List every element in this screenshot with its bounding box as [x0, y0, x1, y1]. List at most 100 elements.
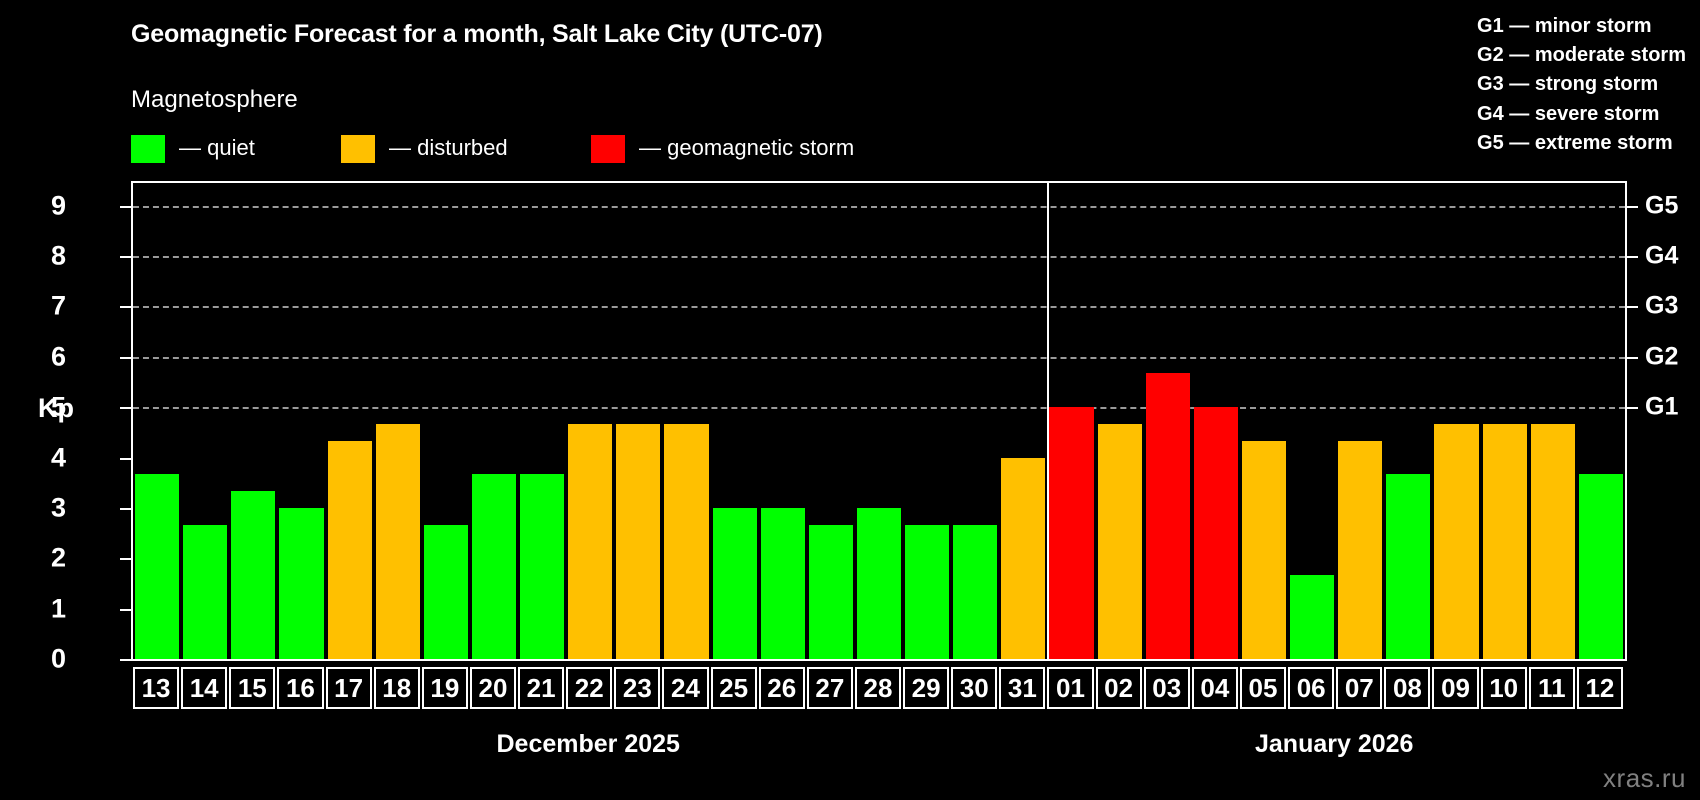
day-label-06[interactable]: 06 — [1288, 667, 1335, 709]
day-label-17[interactable]: 17 — [325, 667, 372, 709]
day-label-29[interactable]: 29 — [903, 667, 950, 709]
gridline — [133, 407, 1625, 410]
y-tick-mark — [120, 558, 131, 561]
bar-06[interactable] — [1290, 574, 1335, 659]
day-label-30[interactable]: 30 — [951, 667, 998, 709]
bar-27[interactable] — [808, 524, 853, 659]
month-separator — [1047, 183, 1050, 659]
legend-item-2: — geomagnetic storm — [591, 135, 854, 165]
legend-label: — quiet — [179, 135, 255, 160]
bar-13[interactable] — [135, 474, 180, 659]
y-tick-mark — [120, 356, 131, 359]
day-label-10[interactable]: 10 — [1480, 667, 1527, 709]
day-label-05[interactable]: 05 — [1239, 667, 1287, 709]
y-tick-label: 8 — [50, 240, 66, 271]
g-tick-mark — [1627, 256, 1638, 259]
y-tick-mark — [120, 457, 131, 460]
day-label-24[interactable]: 24 — [662, 667, 709, 709]
bar-23[interactable] — [616, 423, 661, 659]
day-label-15[interactable]: 15 — [229, 667, 276, 709]
day-label-08[interactable]: 08 — [1384, 667, 1431, 709]
day-label-09[interactable]: 09 — [1432, 667, 1479, 709]
bar-26[interactable] — [760, 507, 805, 659]
bar-15[interactable] — [231, 491, 276, 659]
day-label-21[interactable]: 21 — [518, 667, 565, 709]
y-tick-mark — [120, 256, 131, 259]
bar-24[interactable] — [664, 423, 709, 659]
day-label-31[interactable]: 31 — [999, 667, 1046, 709]
y-tick-label: 7 — [50, 290, 66, 321]
day-label-26[interactable]: 26 — [758, 667, 805, 709]
bar-16[interactable] — [279, 507, 324, 659]
g-scale-row-3: G3 — strong storm — [1477, 73, 1659, 96]
bar-02[interactable] — [1097, 423, 1142, 659]
day-label-23[interactable]: 23 — [614, 667, 661, 709]
bar-05[interactable] — [1241, 440, 1287, 659]
bar-14[interactable] — [183, 524, 228, 659]
g-scale-row-5: G5 — extreme storm — [1477, 131, 1673, 154]
day-label-12[interactable]: 12 — [1576, 667, 1623, 709]
day-label-02[interactable]: 02 — [1095, 667, 1142, 709]
bar-01[interactable] — [1049, 407, 1094, 659]
day-label-22[interactable]: 22 — [566, 667, 613, 709]
plot-area — [131, 181, 1627, 661]
legend-label: — disturbed — [389, 135, 508, 160]
y-tick-mark — [120, 205, 131, 208]
gridline — [133, 306, 1625, 309]
bar-11[interactable] — [1530, 423, 1575, 659]
g-tick-mark — [1627, 407, 1638, 410]
bar-30[interactable] — [953, 524, 998, 659]
g-scale-row-1: G1 — minor storm — [1477, 15, 1652, 37]
day-label-18[interactable]: 18 — [373, 667, 420, 709]
bar-20[interactable] — [471, 474, 517, 659]
bar-03[interactable] — [1145, 373, 1190, 659]
bar-12[interactable] — [1578, 474, 1623, 659]
magnetosphere-label: Magnetosphere — [131, 86, 298, 113]
bar-17[interactable] — [327, 440, 372, 659]
g-tick-mark — [1627, 306, 1638, 309]
day-label-19[interactable]: 19 — [421, 667, 468, 709]
day-label-28[interactable]: 28 — [854, 667, 902, 709]
bar-31[interactable] — [1001, 457, 1046, 659]
bar-10[interactable] — [1482, 423, 1527, 659]
day-label-16[interactable]: 16 — [277, 667, 324, 709]
gridline — [133, 356, 1625, 359]
bar-18[interactable] — [375, 423, 420, 659]
legend-swatch-icon — [591, 135, 625, 163]
day-label-11[interactable]: 11 — [1528, 667, 1575, 709]
day-label-20[interactable]: 20 — [469, 667, 517, 709]
bar-19[interactable] — [423, 524, 468, 659]
month-caption-1: January 2026 — [1254, 730, 1414, 758]
day-label-01[interactable]: 01 — [1047, 667, 1094, 709]
y-tick-mark — [120, 507, 131, 510]
day-label-07[interactable]: 07 — [1336, 667, 1383, 709]
bar-29[interactable] — [905, 524, 950, 659]
bar-22[interactable] — [568, 423, 613, 659]
y-tick-mark — [120, 407, 131, 410]
bar-21[interactable] — [520, 474, 565, 659]
bar-04[interactable] — [1193, 407, 1238, 659]
y-tick-label: 1 — [50, 593, 66, 624]
day-label-25[interactable]: 25 — [710, 667, 757, 709]
day-label-13[interactable]: 13 — [133, 667, 180, 709]
y-tick-label: 2 — [50, 542, 66, 573]
bar-28[interactable] — [856, 507, 902, 659]
day-label-04[interactable]: 04 — [1191, 667, 1238, 709]
legend-swatch-icon — [341, 135, 375, 163]
g-tick-label-G5: G5 — [1645, 191, 1679, 220]
page-title: Geomagnetic Forecast for a month, Salt L… — [131, 20, 823, 48]
bar-09[interactable] — [1434, 423, 1479, 659]
y-tick-label: 5 — [50, 391, 66, 422]
month-caption-0: December 2025 — [496, 730, 680, 758]
day-label-03[interactable]: 03 — [1143, 667, 1190, 709]
day-label-27[interactable]: 27 — [806, 667, 853, 709]
watermark: xras.ru — [1603, 763, 1686, 793]
bar-08[interactable] — [1386, 474, 1431, 659]
y-tick-mark — [120, 659, 131, 661]
day-label-14[interactable]: 14 — [181, 667, 228, 709]
bar-07[interactable] — [1338, 440, 1383, 659]
y-tick-mark — [120, 306, 131, 309]
bar-25[interactable] — [712, 507, 757, 659]
bar-series — [133, 183, 1625, 659]
